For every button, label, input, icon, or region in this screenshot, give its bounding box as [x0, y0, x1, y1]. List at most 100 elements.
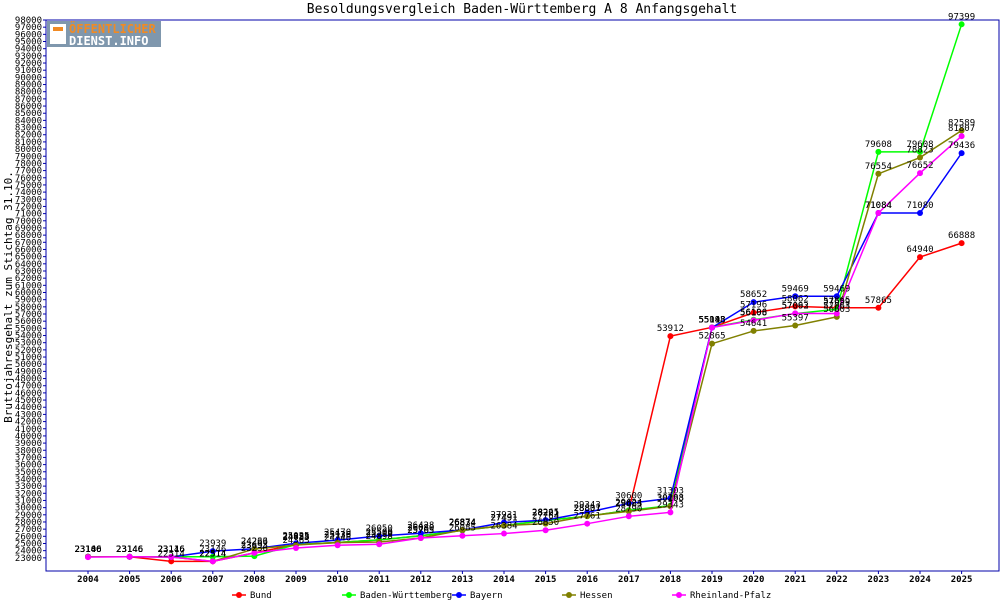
y-tick-label: 37000 — [15, 453, 42, 463]
data-label-baden-w-rttemberg: 23146 — [74, 545, 101, 555]
data-label-rheinland-pfalz: 29343 — [657, 500, 684, 510]
y-tick-label: 44000 — [15, 403, 42, 413]
legend-swatch-marker — [236, 592, 242, 598]
y-tick-label: 75000 — [15, 181, 42, 191]
data-label-baden-w-rttemberg: 57063 — [782, 302, 809, 312]
data-label-bayern: 71084 — [865, 201, 892, 211]
y-tick-label: 69000 — [15, 224, 42, 234]
x-tick-label: 2014 — [493, 575, 515, 585]
data-label-bayern: 26050 — [366, 524, 393, 534]
data-label-bund: 57865 — [823, 296, 850, 306]
data-label-baden-w-rttemberg: 26834 — [449, 518, 476, 528]
data-label-hessen: 28831 — [574, 504, 601, 514]
data-label-baden-w-rttemberg: 27491 — [490, 514, 517, 524]
y-tick-label: 54000 — [15, 332, 42, 342]
y-tick-label: 28000 — [15, 518, 42, 528]
legend-item-bayern: Bayern — [452, 591, 503, 600]
data-point-hessen — [625, 508, 632, 515]
legend-swatch-marker — [676, 592, 682, 598]
data-point-hessen — [501, 522, 507, 529]
y-tick-label: 42000 — [15, 418, 42, 428]
y-axis-ticks: 2300024000250002600027000280002900030000… — [15, 16, 46, 564]
site-logo: ÖFFENTLICHER DIENST.INFO — [47, 21, 161, 48]
data-label-baden-w-rttemberg: 56196 — [740, 308, 767, 318]
data-label-rheinland-pfalz: 57063 — [823, 302, 850, 312]
series-line-rheinland-pfalz — [87, 135, 963, 563]
data-label-bayern: 23146 — [116, 545, 143, 555]
data-label-rheinland-pfalz: 26085 — [449, 524, 476, 534]
y-tick-label: 68000 — [15, 231, 42, 241]
y-tick-label: 57000 — [15, 310, 42, 320]
data-point-rheinland-pfalz — [209, 558, 216, 565]
data-label-bayern: 71080 — [906, 201, 933, 211]
legend-item-baden-w-rttemberg: Baden-Württemberg — [342, 591, 452, 600]
legend-item-bund: Bund — [232, 591, 272, 600]
y-tick-label: 94000 — [15, 45, 42, 55]
data-label-bayern: 26874 — [449, 518, 476, 528]
data-label-hessen: 23146 — [116, 545, 143, 555]
data-point-bund — [667, 333, 674, 340]
data-label-bayern: 23146 — [74, 545, 101, 555]
y-tick-label: 84000 — [15, 116, 42, 126]
data-label-bayern: 59469 — [782, 284, 809, 294]
data-label-rheinland-pfalz: 56108 — [740, 308, 767, 318]
data-label-bayern: 25025 — [282, 531, 309, 541]
y-tick-label: 97000 — [15, 23, 42, 33]
data-label-hessen: 52865 — [698, 332, 725, 342]
y-tick-label: 79000 — [15, 152, 42, 162]
x-tick-label: 2024 — [909, 575, 931, 585]
x-tick-label: 2018 — [660, 575, 682, 585]
data-label-bayern: 31303 — [657, 486, 684, 496]
data-label-bund: 23693 — [241, 541, 268, 551]
y-tick-label: 62000 — [15, 274, 42, 284]
data-label-baden-w-rttemberg: 97399 — [948, 12, 975, 22]
data-label-hessen: 54641 — [740, 319, 767, 329]
y-tick-label: 63000 — [15, 267, 42, 277]
data-label-bund: 57196 — [740, 301, 767, 311]
data-label-bund: 57865 — [865, 296, 892, 306]
data-label-baden-w-rttemberg: 30288 — [657, 494, 684, 504]
data-label-bund: 26080 — [407, 524, 434, 534]
data-point-bund — [750, 309, 757, 316]
y-tick-label: 92000 — [15, 59, 42, 69]
y-tick-label: 41000 — [15, 425, 42, 435]
y-tick-label: 59000 — [15, 296, 42, 306]
x-tick-label: 2010 — [327, 575, 349, 585]
data-point-rheinland-pfalz — [126, 553, 133, 560]
x-tick-label: 2021 — [784, 575, 806, 585]
y-tick-label: 56000 — [15, 317, 42, 327]
data-label-rheinland-pfalz: 25765 — [407, 526, 434, 536]
data-label-baden-w-rttemberg: 25136 — [324, 531, 351, 541]
data-label-hessen: 30193 — [657, 494, 684, 504]
data-point-rheinland-pfalz — [334, 542, 341, 549]
legend-label: Rheinland-Pfalz — [690, 591, 771, 600]
data-label-hessen: 82589 — [948, 119, 975, 129]
data-point-rheinland-pfalz — [875, 210, 882, 217]
data-label-bund: 55143 — [698, 315, 725, 325]
data-label-baden-w-rttemberg: 23146 — [116, 545, 143, 555]
data-label-rheinland-pfalz: 23146 — [116, 545, 143, 555]
data-label-rheinland-pfalz: 23100 — [74, 545, 101, 555]
data-label-baden-w-rttemberg: 26080 — [407, 524, 434, 534]
data-label-bund: 22514 — [158, 549, 185, 559]
y-tick-label: 33000 — [15, 482, 42, 492]
data-label-bund: 28221 — [532, 508, 559, 518]
plot-area — [45, 19, 1000, 572]
data-label-bund: 24853 — [282, 533, 309, 543]
data-point-rheinland-pfalz — [501, 530, 507, 537]
data-point-rheinland-pfalz — [958, 133, 965, 140]
legend-swatch-marker — [346, 592, 352, 598]
data-label-hessen: 55397 — [782, 314, 809, 324]
data-label-hessen: 25120 — [324, 531, 351, 541]
data-point-bund — [875, 304, 882, 311]
x-tick-label: 2004 — [77, 575, 99, 585]
data-label-hessen: 27764 — [532, 512, 559, 522]
data-label-baden-w-rttemberg: 79608 — [865, 140, 892, 150]
y-tick-label: 53000 — [15, 339, 42, 349]
y-tick-label: 95000 — [15, 38, 42, 48]
data-label-bund: 26834 — [449, 518, 476, 528]
data-point-rheinland-pfalz — [459, 532, 466, 539]
y-tick-label: 71000 — [15, 210, 42, 220]
x-tick-label: 2008 — [244, 575, 266, 585]
y-tick-label: 58000 — [15, 303, 42, 313]
